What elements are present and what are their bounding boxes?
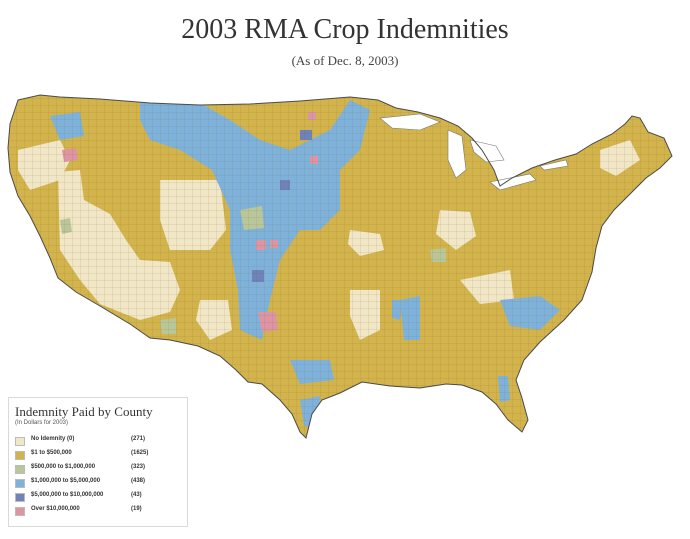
county-fill-layer (8, 95, 672, 438)
legend-label: No Idemnity (0) (31, 436, 75, 442)
legend-count: (271) (131, 436, 146, 442)
legend-item: No Idemnity (0) (271) (15, 436, 183, 446)
legend-swatch (15, 493, 25, 502)
legend-count: (19) (131, 506, 142, 512)
legend-count: (323) (131, 464, 146, 470)
legend-label: Over $10,000,000 (31, 506, 80, 512)
legend-count: (438) (131, 478, 146, 484)
legend-swatch (15, 465, 25, 474)
legend-count: (1625) (131, 450, 149, 456)
legend-label: $1,000,000 to $5,000,000 (31, 478, 101, 484)
legend-item: $500,000 to $1,000,000 (323) (15, 464, 183, 474)
legend-label: $500,000 to $1,000,000 (31, 464, 96, 470)
legend-title: Indemnity Paid by County (15, 404, 153, 419)
legend-swatch (15, 451, 25, 460)
legend-swatch (15, 479, 25, 488)
map-title: 2003 RMA Crop Indemnities (181, 14, 509, 45)
legend-item: Over $10,000,000 (19) (15, 506, 183, 516)
legend-item: $1,000,000 to $5,000,000 (438) (15, 478, 183, 488)
legend-label: $5,000,000 to $10,000,000 (31, 492, 104, 498)
legend-swatch (15, 507, 25, 516)
legend-swatch (15, 437, 25, 446)
legend-count: (43) (131, 492, 142, 498)
legend-label: $1 to $500,000 (31, 450, 72, 456)
legend-item: $5,000,000 to $10,000,000 (43) (15, 492, 183, 502)
map-subtitle: (As of Dec. 8, 2003) (291, 53, 399, 68)
legend-item: $1 to $500,000 (1625) (15, 450, 183, 460)
legend-subtitle: (In Dollars for 2003) (15, 420, 69, 426)
map-legend: Indemnity Paid by County (In Dollars for… (8, 397, 188, 527)
